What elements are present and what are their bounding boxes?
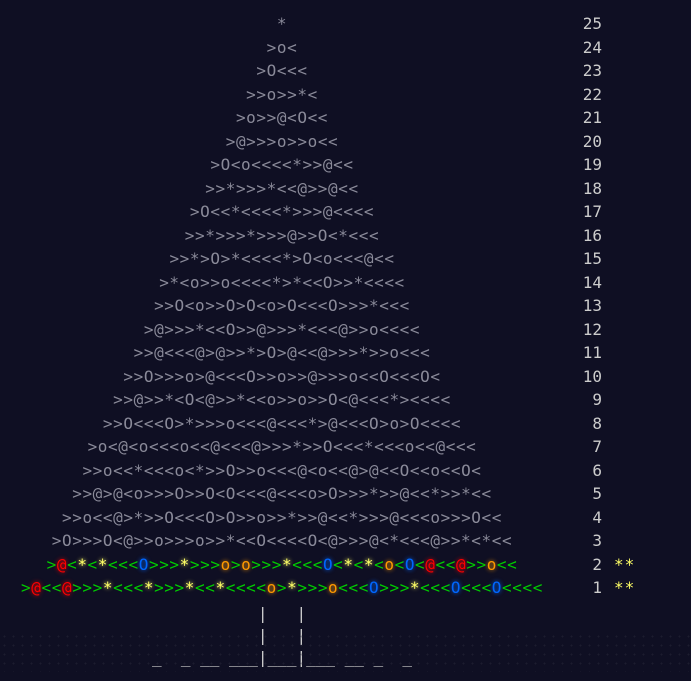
calendar-day-4[interactable]: >>o<<@>*>>O<<<O>O>>o>>*>>@<<*>>>@<<<o>>>… [0, 507, 691, 529]
calendar-day-14[interactable]: >*<o>>o<<<<*>*<<O>>*<<<< 14 [0, 272, 691, 294]
ground-pattern [0, 632, 691, 672]
day-number: 17 [582, 202, 602, 221]
tree-row-art[interactable]: >O<<< [256, 61, 308, 80]
day-number: 13 [582, 296, 602, 315]
day-number: 19 [582, 155, 602, 174]
calendar-day-9[interactable]: >>@>>*<O<@>>*<<o>>o>>O<@<<<*><<<< 9 [0, 389, 691, 411]
calendar-day-1[interactable]: >@<<@>>>*<<<*>>>*<<*<<<<o>*>>>o<<<O>>>*<… [0, 577, 691, 599]
day-number: 2 [592, 554, 602, 574]
tree-trunk-line: _ _ __ ___|___|___ __ _ _ [151, 647, 413, 667]
tree-row-art[interactable]: >>*>>>*>>>@>>O<*<<< [184, 225, 380, 245]
day-number: 8 [592, 413, 602, 433]
calendar-day-12[interactable]: >@>>>*<<O>>@>>>*<<<@>>o<<<< 12 [0, 319, 691, 341]
day-number: 3 [592, 531, 602, 550]
day-number: 18 [582, 178, 602, 198]
day-number: 20 [582, 131, 602, 151]
calendar-day-3[interactable]: >O>>>O<@>>o>>>o>>*<<O<<<<O<@>>>@<*<<<@>>… [0, 530, 691, 552]
calendar-day-22[interactable]: >>o>>*< 22 [0, 84, 691, 106]
tree-row-art[interactable]: >>o>>*< [246, 84, 318, 104]
day-number: 5 [592, 484, 602, 503]
calendar-day-5[interactable]: >>@>@<o>>>O>>O<O<<<@<<<o>O>>>*>>@<<*>>*<… [0, 483, 691, 505]
calendar-day-19[interactable]: >O<o<<<<*>>@<< 19 [0, 154, 691, 176]
tree-row-art[interactable]: * [276, 14, 288, 33]
calendar-day-8[interactable]: >>O<<<O>*>>>o<<<@<<<*>@<<<O>o>O<<<< 8 [0, 413, 691, 435]
tree-row-art[interactable]: >@<<@>>>*<<<*>>>*<<*<<<<o>*>>>o<<<O>>>*<… [21, 578, 543, 597]
calendar-day-11[interactable]: >>@<<<@>@>>*>O>@<<@>>>*>>o<<< 11 [0, 342, 691, 364]
tree-row-art[interactable]: >>O>>>o>@<<<O>>o>>@>>>o<<O<<<O< [123, 366, 441, 386]
day-number: 14 [582, 272, 602, 292]
tree-trunk-line: | | [257, 603, 307, 623]
tree-row-art[interactable]: >@>>>*<<O>>@>>>*<<<@>>o<<<< [143, 319, 421, 339]
day-number: 16 [582, 225, 602, 245]
calendar-day-24[interactable]: >o< 24 [0, 37, 691, 59]
calendar-day-15[interactable]: >>*>O>*<<<<*>O<o<<<@<< 15 [0, 248, 691, 270]
completion-stars: ** [614, 578, 636, 597]
day-number: 15 [582, 249, 602, 268]
tree-row-art[interactable]: >>@<<<@>@>>*>O>@<<@>>>*>>o<<< [133, 343, 431, 362]
day-number: 10 [582, 366, 602, 386]
day-number: 7 [592, 437, 602, 456]
tree-row-art[interactable]: >@>>>o>>o<< [225, 131, 339, 151]
day-number: 22 [582, 84, 602, 104]
calendar-day-13[interactable]: >>O<o>>O>O<o>O<<<O>>>*<<< 13 [0, 295, 691, 317]
tree-row-art[interactable]: >>@>>*<O<@>>*<<o>>o>>O<@<<<*><<<< [113, 390, 451, 409]
calendar-day-10[interactable]: >>O>>>o>@<<<O>>o>>@>>>o<<O<<<O< 10 [0, 366, 691, 388]
calendar-day-6[interactable]: >>o<<*<<<o<*>>O>>o<<<@<o<<@>@<<O<<o<<O< 6 [0, 460, 691, 482]
tree-row-art[interactable]: >O<<*<<<<*>>>@<<<< [189, 202, 375, 221]
calendar-day-16[interactable]: >>*>>>*>>>@>>O<*<<< 16 [0, 225, 691, 247]
tree-row-art[interactable]: >>o<<@>*>>O<<<O>O>>o>>*>>@<<*>>>@<<<o>>>… [61, 507, 502, 527]
day-number: 21 [582, 108, 602, 127]
day-number: 25 [582, 14, 602, 33]
tree-row-art[interactable]: >>O<o>>O>O<o>O<<<O>>>*<<< [154, 296, 410, 315]
completion-stars: ** [614, 554, 636, 574]
calendar-day-23[interactable]: >O<<< 23 [0, 60, 691, 82]
calendar-day-25[interactable]: * 25 [0, 13, 691, 35]
tree-row-art[interactable]: >>@>@<o>>>O>>O<O<<<@<<<o>O>>>*>>@<<*>>*<… [72, 484, 492, 503]
day-number: 23 [582, 61, 602, 80]
tree-row-art[interactable]: >>o<<*<<<o<*>>O>>o<<<@<o<<@>@<<O<<o<<O< [82, 460, 482, 480]
calendar-day-21[interactable]: >o>>@<O<< 21 [0, 107, 691, 129]
day-number: 12 [582, 319, 602, 339]
calendar-day-18[interactable]: >>*>>>*<<@>>@<< 18 [0, 178, 691, 200]
tree-row-art[interactable]: >O>>>O<@>>o>>>o>>*<<O<<<<O<@>>>@<*<<<@>>… [51, 531, 513, 550]
day-number: 4 [592, 507, 602, 527]
tree-trunk-line: | | [257, 625, 307, 645]
tree-row-art[interactable]: >o>>@<O<< [235, 108, 329, 127]
tree-row-art[interactable]: >>*>>>*<<@>>@<< [205, 178, 359, 198]
day-number: 24 [582, 37, 602, 57]
tree-row-art[interactable]: >@<*<*<<<O>>>*>>>o>o>>>*<<<O<*<*<o<O<@<<… [46, 554, 518, 574]
day-number: 1 [592, 578, 602, 597]
calendar-day-2[interactable]: >@<*<*<<<O>>>*>>>o>o>>>*<<<O<*<*<o<O<@<<… [0, 554, 691, 576]
calendar-day-7[interactable]: >o<@<o<<<o<<@<<<@>>>*>>O<<<*<<<o<<@<<< 7 [0, 436, 691, 458]
tree-row-art[interactable]: >O<o<<<<*>>@<< [210, 155, 354, 174]
day-number: 6 [592, 460, 602, 480]
tree-row-art[interactable]: >>O<<<O>*>>>o<<<@<<<*>@<<<O>o>O<<<< [102, 413, 462, 433]
tree-row-art[interactable]: >o<@<o<<<o<<@<<<@>>>*>>O<<<*<<<o<<@<<< [87, 437, 477, 456]
tree-row-art[interactable]: >*<o>>o<<<<*>*<<O>>*<<<< [159, 272, 405, 292]
tree-row-art[interactable]: >o< [266, 37, 298, 57]
calendar-day-17[interactable]: >O<<*<<<<*>>>@<<<< 17 [0, 201, 691, 223]
tree-row-art[interactable]: >>*>O>*<<<<*>O<o<<<@<< [169, 249, 395, 268]
calendar-day-20[interactable]: >@>>>o>>o<< 20 [0, 131, 691, 153]
day-number: 9 [592, 390, 602, 409]
day-number: 11 [582, 343, 602, 362]
